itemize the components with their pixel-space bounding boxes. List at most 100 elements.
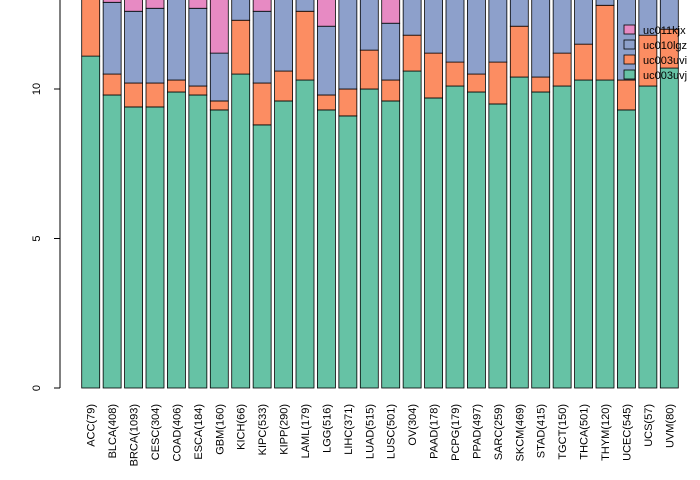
bar-uc003uvi-0	[81, 0, 101, 57]
bar-uc003uvi-14	[381, 79, 401, 102]
x-tick-label: THYM(120)	[600, 404, 612, 461]
bar-uc010lgz-8	[252, 10, 272, 84]
x-tick-label: BRCA(1093)	[129, 404, 141, 466]
legend-label-uc003uvj: uc003uvj	[643, 70, 687, 82]
bar-uc003uvj-12	[338, 115, 358, 389]
bar-uc003uvi-8	[252, 82, 272, 126]
bar-uc010lgz-15	[402, 0, 422, 36]
bar-uc003uvi-17	[445, 61, 465, 87]
bar-uc003uvj-6	[209, 109, 229, 389]
bar-uc010lgz-21	[531, 0, 551, 78]
bar-uc003uvj-24	[595, 79, 615, 389]
bar-uc003uvi-25	[617, 79, 636, 111]
x-tick-label: THCA(501)	[579, 404, 591, 460]
bar-uc003uvi-7	[231, 19, 251, 75]
bar-uc010lgz-24	[595, 0, 615, 6]
bar-uc003uvj-17	[445, 85, 465, 389]
legend-swatch-uc003uvi	[623, 54, 636, 65]
bar-uc011kjx-2	[124, 0, 143, 12]
bar-uc011kjx-1	[102, 0, 122, 3]
bar-uc003uvi-5	[188, 85, 208, 96]
bar-uc010lgz-6	[209, 52, 229, 102]
bar-uc003uvj-19	[488, 103, 508, 389]
x-tick-label: UCS(57)	[643, 404, 655, 447]
bar-uc003uvi-21	[531, 76, 551, 93]
legend-label-uc010lgz: uc010lgz	[643, 40, 687, 52]
bar-uc003uvj-14	[381, 100, 401, 389]
x-tick-label: BLCA(408)	[107, 404, 119, 458]
bar-uc011kjx-8	[252, 0, 272, 12]
bar-uc010lgz-2	[124, 10, 143, 84]
bar-uc003uvi-19	[488, 61, 508, 105]
x-axis-labels: ACC(79) BLCA(408) BRCA(1093) CESC(304) COAD(…	[86, 404, 677, 466]
legend-label-uc011kjx: uc011kjx	[643, 25, 686, 37]
bar-uc010lgz-14	[381, 22, 401, 81]
x-tick-label: KIPC(533)	[257, 404, 269, 455]
bar-uc003uvj-8	[252, 124, 272, 389]
bar-uc010lgz-5	[188, 7, 208, 87]
legend: uc011kjx uc010lgz uc003uvi uc003uvj	[623, 24, 687, 82]
bar-uc003uvj-26	[638, 85, 658, 389]
bar-uc003uvj-7	[231, 73, 251, 389]
bar-uc010lgz-1	[102, 1, 122, 75]
bar-uc003uvi-13	[359, 49, 379, 90]
bar-uc003uvi-2	[124, 82, 143, 108]
bar-uc003uvj-25	[617, 109, 636, 389]
bar-uc003uvj-0	[81, 55, 101, 389]
y-tick-label: 5	[31, 235, 43, 241]
x-tick-label: COAD(406)	[171, 404, 183, 461]
bar-uc010lgz-4	[167, 0, 186, 81]
bar-uc011kjx-6	[209, 0, 229, 54]
bar-uc010lgz-19	[488, 0, 508, 63]
bar-uc010lgz-26	[638, 0, 658, 36]
bar-uc010lgz-13	[359, 0, 379, 51]
bar-uc003uvi-24	[595, 4, 615, 81]
bar-uc011kjx-5	[188, 0, 208, 9]
bar-uc011kjx-11	[317, 0, 336, 27]
bar-uc003uvj-3	[145, 106, 165, 389]
bar-uc003uvi-1	[102, 73, 122, 96]
bar-uc003uvi-23	[574, 43, 593, 81]
bar-uc003uvj-2	[124, 106, 143, 389]
x-tick-label: SARC(259)	[493, 404, 505, 460]
bar-uc003uvi-10	[295, 10, 315, 81]
y-tick-label: 10	[31, 83, 43, 95]
x-tick-label: ACC(79)	[86, 404, 98, 447]
bar-uc003uvi-15	[402, 34, 422, 72]
x-tick-label: LUSC(501)	[386, 404, 398, 459]
x-tick-label: LGG(516)	[321, 404, 333, 453]
x-tick-label: TGCT(150)	[557, 404, 569, 460]
bar-uc010lgz-16	[424, 0, 443, 54]
bar-uc010lgz-18	[467, 0, 486, 75]
bar-uc010lgz-23	[574, 0, 593, 45]
bar-uc003uvi-3	[145, 82, 165, 108]
bar-uc003uvj-16	[424, 97, 443, 389]
bar-uc003uvj-13	[359, 88, 379, 389]
x-tick-label: CESC(304)	[150, 404, 162, 460]
bars-layer	[81, 0, 679, 389]
legend-swatch-uc010lgz	[623, 39, 636, 50]
bar-uc010lgz-10	[295, 0, 315, 12]
x-tick-label: UCEC(545)	[621, 404, 633, 461]
x-tick-label: LUAD(515)	[364, 404, 376, 459]
x-tick-label: LAML(179)	[300, 404, 312, 458]
bar-uc010lgz-3	[145, 7, 165, 84]
bar-uc011kjx-3	[145, 0, 165, 9]
bar-uc010lgz-22	[552, 0, 572, 54]
bar-uc003uvj-4	[167, 91, 186, 389]
bar-uc003uvi-22	[552, 52, 572, 87]
bar-uc003uvj-18	[467, 91, 486, 389]
x-tick-label: PAAD(178)	[429, 404, 441, 459]
bar-uc003uvi-12	[338, 88, 358, 117]
x-tick-label: PCPG(179)	[450, 404, 462, 461]
x-tick-label: OV(304)	[407, 404, 419, 446]
bar-uc003uvi-4	[167, 79, 186, 93]
bar-uc003uvj-9	[274, 100, 293, 389]
bar-uc003uvi-6	[209, 100, 229, 111]
bar-uc010lgz-20	[509, 0, 529, 27]
x-tick-label: GBM(160)	[214, 404, 226, 455]
bar-uc003uvj-27	[659, 67, 679, 389]
y-tick-label: 0	[31, 385, 43, 391]
bar-uc003uvj-21	[531, 91, 551, 389]
